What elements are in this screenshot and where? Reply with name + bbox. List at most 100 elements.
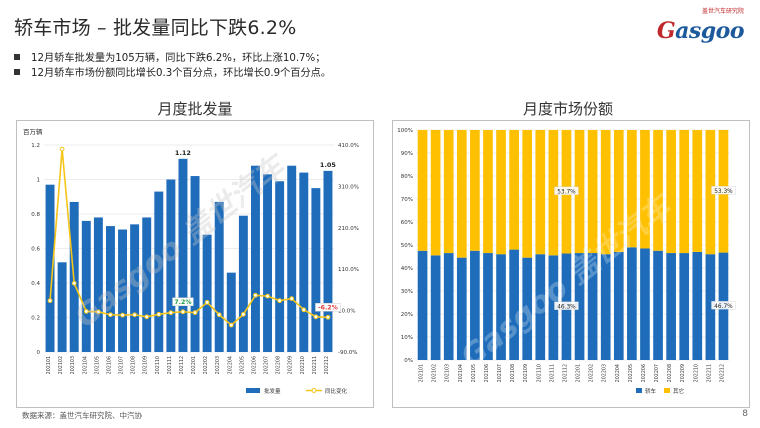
sedan-share-bar (417, 250, 428, 360)
yoy-point (144, 314, 150, 320)
x-tick-label: 202110 (536, 364, 542, 382)
other-share-bar (627, 130, 637, 248)
other-share-bar (653, 130, 663, 251)
volume-bar (154, 191, 164, 352)
yoy-point (168, 310, 174, 316)
yoy-point (59, 146, 65, 152)
other-share-bar (470, 130, 480, 251)
line-label-box (172, 297, 194, 307)
other-share-bar (509, 130, 519, 250)
other-share-bar (679, 130, 690, 254)
share-label-box (711, 301, 736, 310)
bullet-item: 12月轿车市场份额同比增长0.3个百分点，环比增长0.9个百分点。 (14, 64, 331, 79)
chart-frame (16, 120, 374, 408)
y-tick-label: 10% (401, 335, 413, 341)
sedan-share-bar (548, 255, 559, 360)
other-share-bar (430, 130, 441, 256)
sedan-share-bar (443, 253, 454, 360)
bullet-text: 12月轿车市场份额同比增长0.3个百分点，环比增长0.9个百分点。 (31, 68, 332, 79)
volume-bar (178, 158, 188, 352)
y-axis-unit: 百万辆 (23, 127, 43, 136)
x-tick-label: 202211 (312, 356, 318, 374)
sedan-share-bar (666, 253, 676, 360)
volume-bar (250, 165, 260, 352)
sedan-share-bar (483, 253, 493, 360)
share-data-label: 53.7% (557, 189, 576, 195)
yoy-point (83, 309, 89, 314)
share-label-box (711, 186, 736, 195)
other-share-bar (666, 130, 676, 254)
other-share-bar (548, 130, 559, 256)
y-tick-label: 70% (401, 197, 413, 203)
volume-bar (130, 224, 140, 352)
other-share-bar (705, 130, 716, 255)
x-tick-label: 202108 (131, 356, 137, 374)
sedan-share-bar (509, 249, 519, 360)
volume-bar (93, 217, 103, 352)
y-tick-label: 50% (401, 243, 413, 249)
x-tick-label: 202108 (510, 364, 516, 382)
other-share-bar (574, 130, 585, 254)
y-tick-label: 0 (37, 350, 41, 356)
gasgoo-logo: 盖世汽车研究院 Gasgoo (642, 6, 745, 46)
yoy-point (325, 314, 331, 320)
yoy-point (265, 293, 270, 299)
line-data-label: 7.2% (174, 299, 191, 306)
yoy-point (277, 298, 283, 304)
x-tick-label: 202111 (549, 364, 555, 382)
x-tick-label: 202211 (706, 364, 712, 382)
sedan-share-bar (627, 247, 637, 360)
legend-line-label: 同比变化 (325, 387, 348, 395)
other-share-bar (587, 130, 598, 254)
x-tick-label: 202210 (693, 364, 699, 382)
chart-frame (392, 120, 750, 408)
y2-tick-label: 410.0% (338, 143, 359, 149)
sedan-share-bar (430, 255, 441, 360)
yoy-point (289, 296, 295, 301)
volume-bar (299, 172, 309, 352)
volume-bar (105, 226, 115, 352)
share-data-label: 46.7% (714, 304, 733, 310)
volume-bar (142, 217, 152, 352)
share-chart-title: 月度市场份额 (522, 100, 613, 118)
x-tick-label: 202107 (497, 364, 503, 382)
yoy-point (156, 311, 162, 317)
x-tick-label: 202104 (458, 364, 464, 382)
share-label-box (554, 301, 579, 310)
x-tick-label: 202204 (615, 364, 621, 382)
x-tick-label: 202202 (203, 356, 209, 374)
yoy-point (192, 310, 198, 316)
yoy-point (313, 314, 319, 320)
yoy-point (228, 322, 234, 328)
x-tick-label: 202209 (288, 356, 294, 374)
sedan-share-bar (679, 253, 690, 360)
x-tick-label: 202206 (641, 364, 647, 382)
other-share-bar (692, 130, 703, 252)
x-tick-label: 202102 (432, 364, 438, 382)
other-share-bar (443, 130, 454, 254)
x-tick-label: 202210 (300, 356, 306, 374)
legend-line-marker (311, 388, 317, 393)
yoy-point (253, 292, 258, 298)
page-title: 轿车市场 – 批发量同比下跌6.2% (14, 17, 297, 39)
x-tick-label: 202109 (143, 356, 149, 374)
yoy-point (132, 312, 138, 318)
x-tick-label: 202204 (227, 356, 233, 374)
sedan-share-bar (705, 254, 716, 360)
legend-bar-swatch (246, 388, 260, 393)
legend-other-swatch (664, 388, 670, 393)
volume-bar (118, 229, 128, 352)
y2-tick-label: 10.0% (338, 309, 355, 315)
other-share-bar (640, 130, 650, 249)
x-tick-label: 202106 (484, 364, 490, 382)
yoy-point (95, 309, 101, 315)
x-tick-label: 202203 (215, 356, 221, 374)
sedan-share-bar (613, 251, 624, 360)
volume-bar (226, 272, 236, 352)
volume-bar (190, 176, 200, 352)
share-label-box (554, 186, 579, 195)
yoy-point (301, 307, 307, 313)
sedan-share-bar (600, 254, 611, 360)
y-tick-label: 40% (401, 266, 413, 272)
x-tick-label: 202208 (276, 356, 282, 374)
